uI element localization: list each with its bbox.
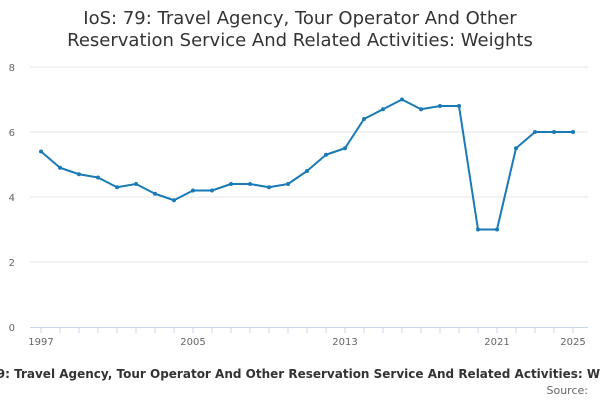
- data-point[interactable]: [324, 152, 328, 157]
- x-tick-label: 2021: [484, 337, 509, 348]
- data-point[interactable]: [210, 188, 214, 193]
- data-point[interactable]: [533, 130, 537, 134]
- y-tick-label: 0: [9, 323, 15, 334]
- data-point[interactable]: [229, 182, 233, 186]
- data-point[interactable]: [153, 191, 157, 196]
- data-point[interactable]: [115, 185, 119, 190]
- data-point[interactable]: [514, 146, 518, 151]
- y-tick-label: 4: [9, 193, 15, 204]
- data-series: [39, 97, 575, 232]
- x-tick-label: 1997: [28, 337, 53, 348]
- data-point[interactable]: [77, 172, 81, 177]
- data-point[interactable]: [305, 169, 309, 173]
- data-point[interactable]: [191, 188, 195, 193]
- x-axis-labels: 1997 2005 2013 2021 2025: [28, 337, 585, 348]
- data-point[interactable]: [58, 165, 62, 170]
- data-point[interactable]: [39, 149, 43, 154]
- grid-lines: [30, 66, 588, 263]
- series-line[interactable]: [40, 98, 574, 231]
- data-point[interactable]: [476, 227, 480, 232]
- data-point[interactable]: [267, 185, 271, 190]
- x-axis: [30, 327, 588, 333]
- data-point[interactable]: [438, 104, 442, 108]
- data-point[interactable]: [248, 182, 252, 186]
- data-point[interactable]: [495, 227, 499, 232]
- data-point[interactable]: [571, 130, 575, 134]
- y-tick-label: 6: [9, 128, 15, 139]
- x-tick-label: 2005: [180, 337, 205, 348]
- source-label: Source:: [547, 384, 589, 397]
- data-point[interactable]: [286, 182, 290, 186]
- y-tick-label: 2: [9, 258, 15, 269]
- y-axis-labels: 0 2 4 6 8: [9, 63, 15, 334]
- x-tick-label: 2013: [332, 337, 357, 348]
- data-point[interactable]: [400, 97, 404, 102]
- x-tick-label: 2025: [560, 337, 585, 348]
- legend-item[interactable]: IoS: 79: Travel Agency, Tour Operator An…: [0, 367, 600, 381]
- chart-title-line-2: Reservation Service And Related Activiti…: [67, 30, 533, 51]
- data-point[interactable]: [172, 198, 176, 203]
- data-point[interactable]: [381, 107, 385, 112]
- data-point[interactable]: [134, 182, 138, 186]
- chart-title: IoS: 79: Travel Agency, Tour Operator An…: [67, 8, 533, 51]
- y-tick-label: 8: [9, 63, 15, 74]
- data-point[interactable]: [419, 107, 423, 112]
- data-point[interactable]: [362, 117, 366, 121]
- data-point[interactable]: [96, 175, 100, 180]
- chart-title-line-1: IoS: 79: Travel Agency, Tour Operator An…: [83, 8, 517, 29]
- data-point[interactable]: [457, 104, 461, 108]
- data-point[interactable]: [343, 146, 347, 151]
- data-point[interactable]: [552, 130, 556, 134]
